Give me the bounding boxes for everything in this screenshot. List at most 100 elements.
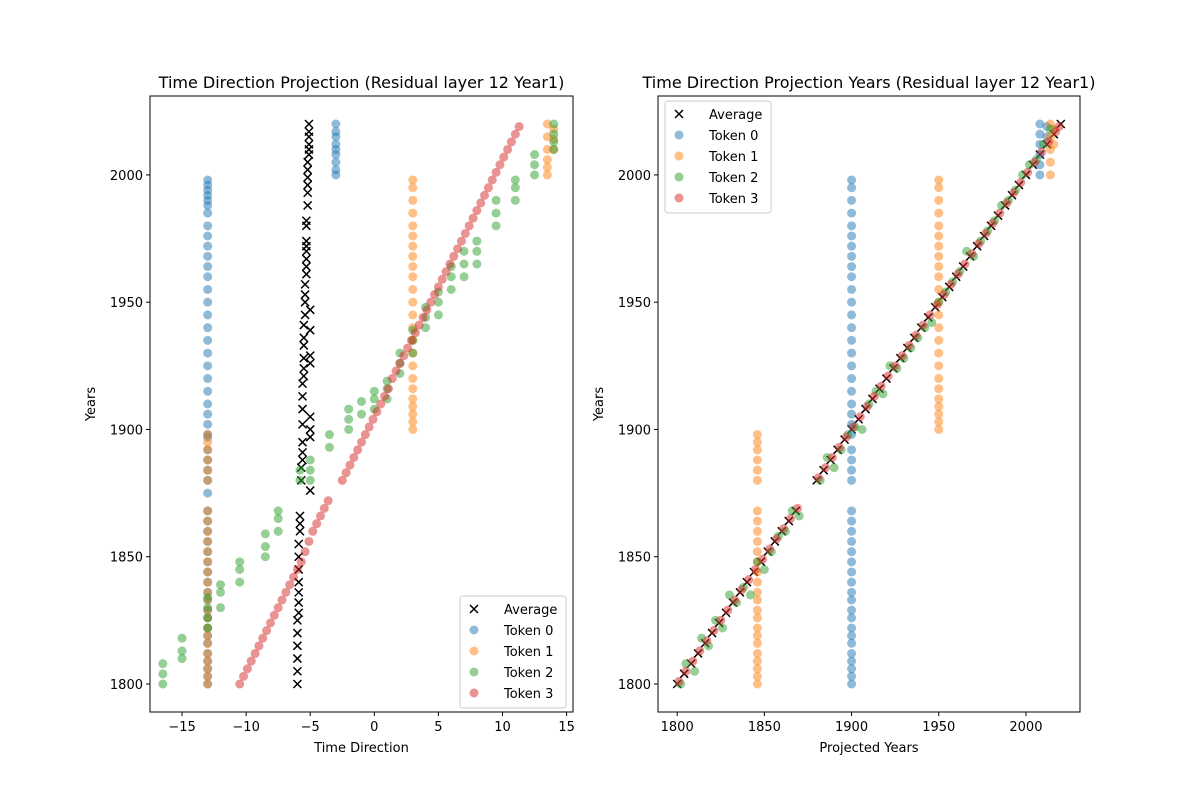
data-point [752,679,762,689]
data-point [681,659,691,669]
data-point [934,175,944,185]
data-point [203,547,213,557]
data-point [408,284,418,294]
data-point [331,157,341,167]
data-point [786,514,796,524]
legend-marker [469,646,479,656]
data-point [408,310,418,320]
data-point [235,577,245,587]
data-point [472,259,482,269]
average-point [305,305,315,315]
legend-label: Token 2 [708,171,758,186]
data-point [549,119,559,129]
average-point [303,200,313,210]
data-point [847,335,857,345]
data-point [847,208,857,218]
data-point [445,259,455,269]
average-point [295,526,305,536]
data-point [549,137,559,147]
data-point [203,208,213,218]
data-point [203,272,213,282]
data-point [216,587,225,597]
legend-average-marker [674,109,684,119]
data-point [934,195,944,205]
data-point [296,557,306,567]
data-point [357,396,366,406]
data-point [203,603,213,613]
x-tick-label: 0 [370,720,378,735]
data-point [158,669,168,679]
data-point [934,384,944,394]
x-tick-label: 1800 [661,720,694,735]
data-point [369,386,379,396]
data-point [300,547,310,557]
data-point [491,208,501,218]
legend-marker [674,130,684,140]
data-point [716,615,726,625]
legend-marker [469,688,479,698]
data-point [820,463,830,473]
right-plot-area [672,119,1066,689]
data-point [376,399,386,409]
data-point [203,516,213,526]
data-point [752,506,762,516]
left-chart-panel: Time Direction Projection (Residual laye… [84,73,575,756]
x-tick-label: 2000 [1009,720,1042,735]
data-point [265,618,275,628]
data-point [281,587,291,597]
x-tick-label: 15 [558,720,575,735]
data-point [847,272,857,282]
average-point [304,139,314,149]
data-point [723,605,733,615]
y-tick-label: 2000 [618,169,651,184]
data-point [203,648,213,658]
data-point [273,526,283,536]
data-point [437,274,447,284]
data-point [995,208,1005,218]
data-point [216,603,225,613]
x-tick-label: 10 [494,720,511,735]
data-point [827,452,837,462]
data-point [391,366,401,376]
data-point [369,394,379,404]
data-point [847,557,857,567]
legend-marker [674,151,684,161]
y-tick-label: 1950 [618,296,651,311]
right-chart-panel: Time Direction Projection Years (Residua… [592,73,1095,756]
data-point [216,580,225,590]
data-point [399,351,409,361]
data-point [752,430,762,440]
data-point [491,221,501,231]
data-point [934,417,944,427]
data-point [1035,129,1045,139]
data-point [897,351,907,361]
data-point [690,666,700,676]
series-token-3 [235,122,524,689]
data-point [483,183,493,193]
data-point [331,127,341,137]
average-point [298,379,308,389]
y-tick-label: 2000 [110,169,143,184]
data-point [289,572,299,582]
data-point [203,430,213,440]
data-point [1045,157,1055,167]
data-point [357,437,366,447]
data-point [203,221,213,231]
data-point [344,404,354,414]
legend-marker [469,667,479,677]
data-point [847,386,857,396]
average-point [300,290,310,300]
data-point [934,402,944,412]
data-point [530,170,540,180]
data-point [408,384,418,394]
data-point [408,208,418,218]
data-point [988,218,998,228]
data-point [324,430,334,440]
data-point [433,310,443,320]
data-point [408,195,418,205]
data-point [408,374,418,384]
data-point [203,671,213,681]
average-point [300,297,310,307]
data-point [847,465,857,475]
